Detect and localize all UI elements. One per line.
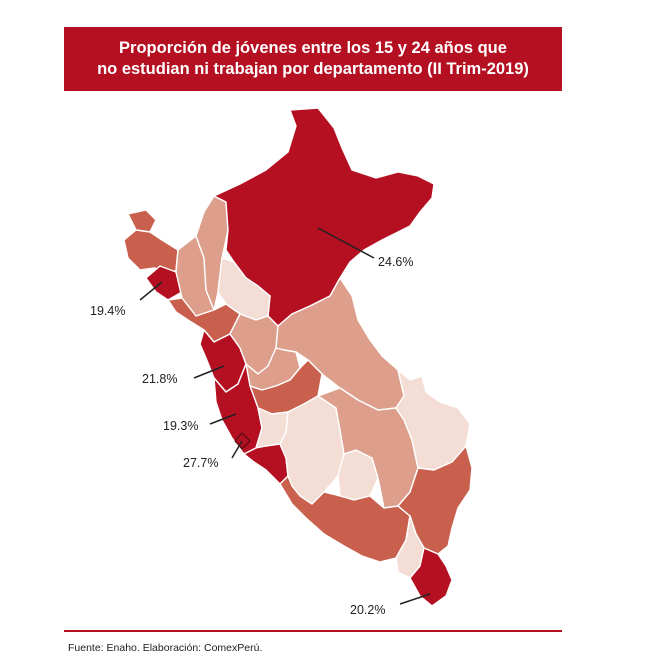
region-madre-de-dios (395, 369, 471, 471)
callout-label-tacna: 20.2% (350, 603, 385, 617)
leader-line-callao (231, 440, 243, 459)
callout-label-lambayeque: 19.4% (90, 304, 125, 318)
chart-title-banner: Proporción de jóvenes entre los 15 y 24 … (64, 27, 562, 91)
region-ica (243, 443, 289, 485)
chart-title-line-2: no estudian ni trabajan por departamento… (97, 60, 529, 78)
callout-label-loreto: 24.6% (378, 255, 413, 269)
leader-line-ancash (193, 365, 225, 379)
chart-title-line-1: Proporción de jóvenes entre los 15 y 24 … (119, 39, 507, 57)
callout-label-ancash: 21.8% (142, 372, 177, 386)
footer-divider (64, 630, 562, 632)
source-note: Fuente: Enaho. Elaboración: ComexPerú. (68, 642, 263, 654)
region-puno (397, 445, 473, 555)
leader-line-loreto (317, 227, 375, 259)
region-tumbes (127, 209, 157, 233)
callout-label-lima: 19.3% (163, 419, 198, 433)
leader-line-lima (209, 413, 237, 425)
callout-label-callao: 27.7% (183, 456, 218, 470)
leader-line-tacna (399, 593, 431, 605)
region-tacna (409, 547, 453, 607)
leader-line-lambayeque (139, 281, 163, 301)
